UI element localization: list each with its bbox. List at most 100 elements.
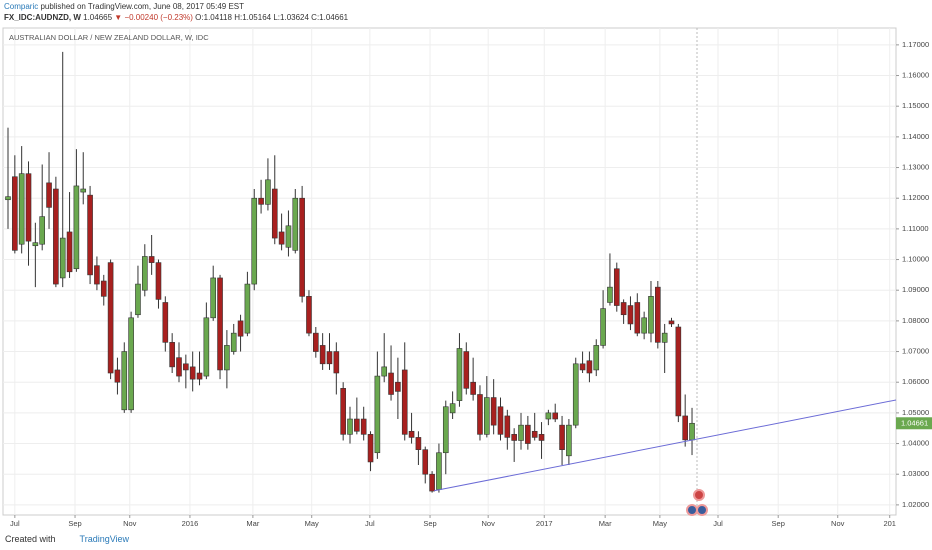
x-tick-label: May — [653, 519, 667, 528]
plot-frame — [2, 27, 897, 516]
candle-body — [668, 320, 675, 325]
x-tick-label: 2016 — [182, 519, 199, 528]
footer: Created with TradingView — [5, 534, 129, 544]
close: C:1.04661 — [311, 13, 349, 22]
brand[interactable]: TradingView — [79, 534, 130, 544]
header: Comparic published on TradingView.com, J… — [4, 1, 348, 23]
candle-body — [224, 345, 230, 371]
candle-body — [203, 317, 210, 377]
y-tick-label: 1.16000 — [902, 71, 929, 80]
candle-body — [340, 388, 346, 435]
candle-body — [148, 256, 155, 263]
candle-body — [5, 196, 11, 201]
candle-body — [422, 449, 429, 475]
candle-body — [285, 225, 292, 248]
candle-body — [449, 403, 456, 414]
candle-body — [470, 381, 476, 395]
candle-body — [490, 397, 497, 426]
x-tick-label: 2017 — [536, 519, 553, 528]
candle-body — [135, 283, 141, 316]
candle-body — [367, 434, 374, 463]
candle-body — [251, 197, 258, 285]
candle-body — [531, 430, 538, 438]
y-tick-label: 1.14000 — [902, 132, 929, 141]
candle-body — [634, 302, 641, 334]
candle-body — [18, 173, 25, 245]
candle-body — [354, 418, 360, 432]
candle-body — [641, 317, 647, 334]
candle-body — [210, 277, 217, 319]
candle-body — [381, 366, 388, 377]
y-tick-label: 1.15000 — [902, 101, 929, 110]
candle-body — [196, 372, 203, 380]
candle-body — [141, 256, 148, 291]
candle-body — [128, 317, 134, 411]
candle-body — [661, 332, 668, 343]
candle-body — [183, 363, 189, 371]
x-tick-label: May — [305, 519, 319, 528]
y-tick-label: 1.10000 — [902, 255, 929, 264]
candle-body — [429, 473, 435, 492]
candle-body — [66, 231, 73, 273]
candle-body — [114, 369, 121, 383]
candle-body — [230, 332, 237, 352]
candle-body — [73, 185, 80, 270]
candle-body — [306, 296, 312, 334]
y-tick-label: 1.04000 — [902, 439, 929, 448]
candle-body — [169, 342, 175, 368]
candle-body — [25, 173, 32, 242]
x-tick-label: Sep — [772, 519, 785, 528]
open: O:1.04118 — [195, 13, 232, 22]
candle-body — [12, 176, 18, 251]
x-tick-label: Mar — [246, 519, 259, 528]
y-tick-label: 1.11000 — [902, 224, 929, 233]
x-tick-label: 201 — [883, 519, 896, 528]
y-tick-label: 1.17000 — [902, 40, 929, 49]
candle-body — [552, 412, 559, 420]
created-with: Created with — [5, 534, 56, 544]
x-tick-label: Sep — [423, 519, 436, 528]
candle-body — [442, 406, 449, 454]
low: L:1.03624 — [273, 13, 309, 22]
candle-body — [593, 345, 600, 371]
candle-body — [162, 302, 169, 343]
candle-body — [607, 286, 613, 303]
candle-body — [46, 182, 52, 208]
event-icon[interactable] — [686, 504, 698, 516]
candle-body — [100, 280, 107, 297]
event-icon[interactable] — [693, 489, 705, 501]
candle-body — [511, 434, 517, 441]
candle-body — [566, 424, 572, 457]
candle-body — [497, 406, 504, 435]
candle-body — [456, 348, 463, 401]
candle-body — [648, 296, 654, 334]
candle-body — [586, 360, 593, 374]
published-text: published on TradingView.com, June 08, 2… — [40, 2, 245, 11]
price-tag — [896, 417, 932, 430]
price-tag-label: 1.04661 — [901, 418, 928, 427]
chart-title: AUSTRALIAN DOLLAR / NEW ZEALAND DOLLAR, … — [9, 33, 209, 42]
quote-line: FX_IDC:AUDNZD, W 1.04665 ▼ −0.00240 (−0.… — [4, 12, 348, 23]
candle-body — [388, 372, 394, 395]
x-tick-label: Nov — [831, 519, 845, 528]
candle-body — [53, 188, 59, 285]
candle-body — [477, 394, 483, 435]
y-tick-label: 1.03000 — [902, 469, 929, 478]
x-tick-label: Jul — [10, 519, 20, 528]
candle-body — [415, 437, 422, 450]
candle-body — [319, 345, 326, 365]
candle-body — [559, 424, 565, 450]
y-tick-label: 1.07000 — [902, 347, 929, 356]
direction: ▼ — [114, 13, 123, 22]
publish-line: Comparic published on TradingView.com, J… — [4, 1, 348, 12]
event-icon[interactable] — [696, 504, 708, 516]
candle-body — [59, 237, 66, 279]
candle-body — [374, 375, 381, 454]
x-tick-label: Jul — [365, 519, 375, 528]
publisher[interactable]: Comparic — [4, 2, 39, 11]
candle-body — [484, 397, 490, 435]
candle-body — [689, 422, 695, 441]
candle-body — [613, 268, 620, 306]
